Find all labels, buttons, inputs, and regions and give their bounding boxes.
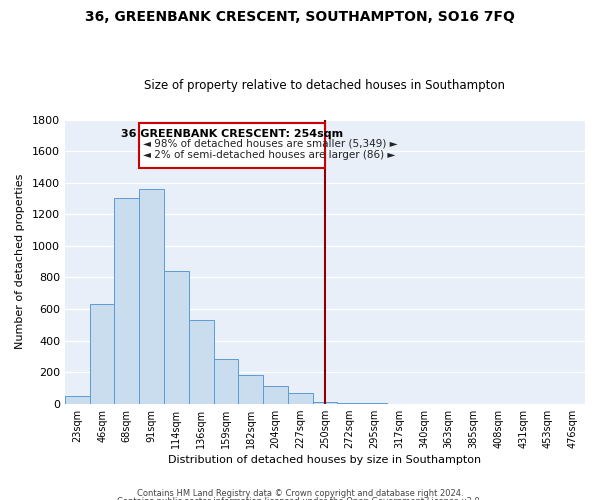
Text: ◄ 98% of detached houses are smaller (5,349) ►: ◄ 98% of detached houses are smaller (5,… bbox=[143, 138, 398, 148]
Title: Size of property relative to detached houses in Southampton: Size of property relative to detached ho… bbox=[145, 79, 505, 92]
Bar bbox=[65, 396, 89, 404]
Text: Contains public sector information licensed under the Open Government Licence v3: Contains public sector information licen… bbox=[118, 497, 482, 500]
Bar bbox=[263, 386, 288, 404]
Bar bbox=[139, 189, 164, 404]
Bar bbox=[115, 198, 139, 404]
Bar bbox=[288, 392, 313, 404]
Y-axis label: Number of detached properties: Number of detached properties bbox=[15, 174, 25, 350]
Bar bbox=[189, 320, 214, 404]
Bar bbox=[238, 376, 263, 404]
Text: 36 GREENBANK CRESCENT: 254sqm: 36 GREENBANK CRESCENT: 254sqm bbox=[121, 129, 343, 139]
Text: Contains HM Land Registry data © Crown copyright and database right 2024.: Contains HM Land Registry data © Crown c… bbox=[137, 488, 463, 498]
Bar bbox=[337, 403, 362, 404]
FancyBboxPatch shape bbox=[139, 122, 325, 168]
Bar bbox=[313, 402, 337, 404]
Bar bbox=[89, 304, 115, 404]
Text: 36, GREENBANK CRESCENT, SOUTHAMPTON, SO16 7FQ: 36, GREENBANK CRESCENT, SOUTHAMPTON, SO1… bbox=[85, 10, 515, 24]
Bar bbox=[164, 271, 189, 404]
Text: ◄ 2% of semi-detached houses are larger (86) ►: ◄ 2% of semi-detached houses are larger … bbox=[143, 150, 395, 160]
X-axis label: Distribution of detached houses by size in Southampton: Distribution of detached houses by size … bbox=[169, 455, 482, 465]
Bar bbox=[214, 360, 238, 404]
